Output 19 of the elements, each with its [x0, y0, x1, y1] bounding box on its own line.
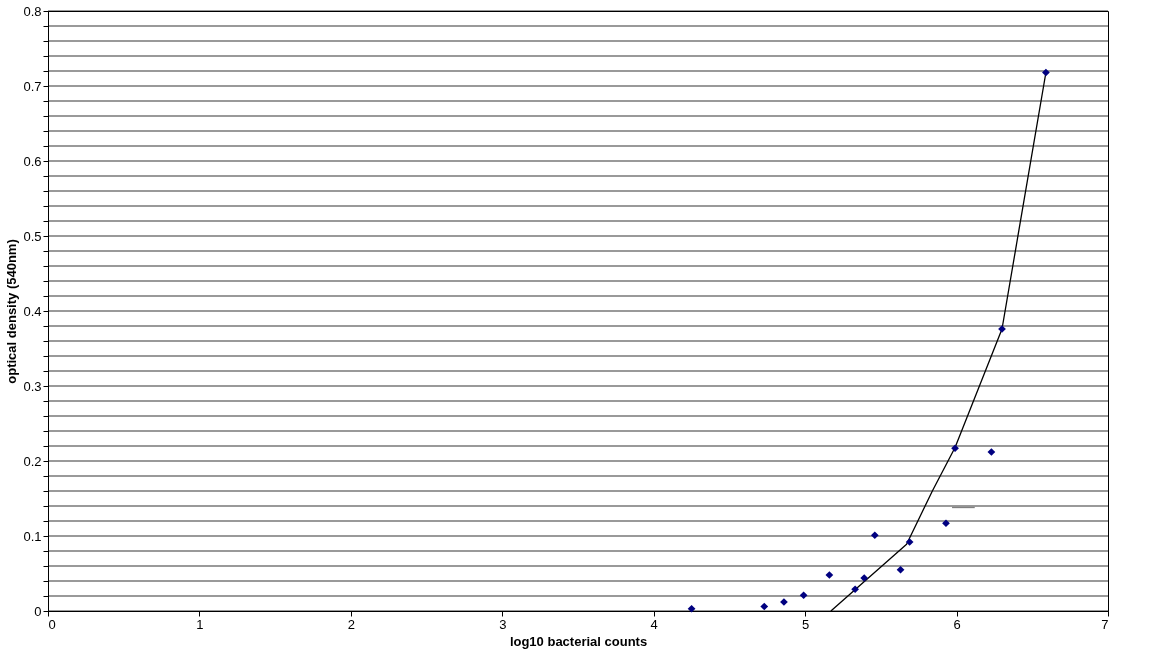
y-tick-label: 0.5 — [23, 228, 42, 244]
x-tick-label: 6 — [953, 616, 961, 632]
x-tick-label: 4 — [650, 616, 658, 632]
y-tick-label: 0.8 — [23, 3, 42, 19]
x-axis-title: log10 bacterial counts — [509, 633, 648, 649]
y-axis-title: optical density (540nm) — [4, 239, 20, 384]
x-tick-label: 1 — [196, 616, 204, 632]
x-tick-label: 2 — [347, 616, 355, 632]
y-tick-label: 0.3 — [23, 378, 42, 394]
x-tick-label: 3 — [499, 616, 507, 632]
x-tick-label: 5 — [802, 616, 810, 632]
y-tick-label: 0.7 — [23, 78, 42, 94]
y-tick-label: 0.2 — [23, 453, 42, 469]
y-tick-label: 0.1 — [23, 528, 42, 544]
y-tick-label: 0.6 — [23, 153, 42, 169]
x-tick-label: 7 — [1101, 616, 1109, 632]
y-tick-label: 0.4 — [23, 303, 42, 319]
x-tick-label: 0 — [48, 616, 56, 632]
y-tick-label: 0 — [34, 603, 42, 619]
